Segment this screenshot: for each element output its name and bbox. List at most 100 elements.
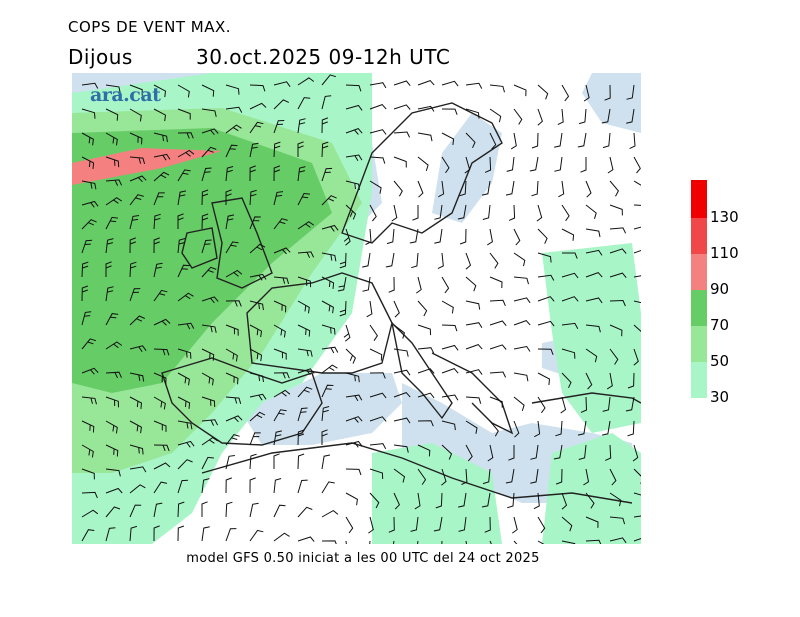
wind-barb bbox=[153, 213, 161, 230]
wind-barb bbox=[513, 420, 520, 438]
wind-barb bbox=[609, 299, 626, 307]
wind-barb bbox=[489, 132, 497, 150]
wind-barb bbox=[297, 300, 310, 314]
wind-barb bbox=[153, 444, 170, 452]
wind-barb bbox=[609, 516, 626, 525]
wind-barb bbox=[345, 516, 354, 534]
wind-barb bbox=[513, 108, 523, 125]
wind-barb bbox=[249, 121, 264, 134]
wind-barb bbox=[201, 167, 212, 182]
wind-barb bbox=[153, 262, 163, 278]
gust-band-70 bbox=[72, 128, 332, 393]
wind-barb bbox=[177, 132, 194, 139]
wind-barb bbox=[153, 462, 171, 470]
wind-barb bbox=[512, 516, 518, 534]
wind-barb bbox=[345, 394, 363, 402]
wind-barb bbox=[297, 166, 306, 182]
wind-barb bbox=[585, 297, 603, 304]
wind-barb bbox=[489, 320, 507, 327]
wind-barb bbox=[273, 453, 280, 469]
wind-barb bbox=[369, 540, 371, 544]
wind-barb bbox=[465, 300, 481, 310]
wind-barb bbox=[633, 300, 641, 304]
wind-barb bbox=[225, 528, 237, 542]
wind-barb bbox=[225, 372, 239, 385]
wind-barb bbox=[81, 396, 97, 405]
legend-label-50: 50 bbox=[710, 352, 730, 370]
wind-barb bbox=[489, 420, 499, 437]
gust-bands bbox=[72, 73, 641, 544]
wind-barb bbox=[153, 84, 167, 98]
wind-barb bbox=[437, 252, 444, 270]
wind-barb bbox=[537, 540, 545, 544]
wind-barb bbox=[249, 393, 267, 401]
wind-barb bbox=[561, 492, 568, 510]
wind-barb bbox=[201, 436, 218, 446]
wind-barb bbox=[537, 228, 548, 244]
wind-barb bbox=[465, 82, 483, 89]
wind-barb bbox=[81, 338, 97, 350]
wind-barb bbox=[105, 396, 119, 408]
wind-barb bbox=[561, 516, 573, 532]
wind-barb bbox=[530, 444, 539, 460]
wind-barb bbox=[129, 156, 146, 165]
wind-barb bbox=[225, 324, 239, 336]
wind-barb bbox=[585, 204, 597, 219]
wind-barb bbox=[177, 322, 195, 330]
wind-barb bbox=[153, 502, 163, 518]
wind-barb bbox=[225, 348, 238, 362]
wind-barb bbox=[201, 84, 215, 97]
wind-barb bbox=[297, 276, 312, 288]
wind-barb bbox=[201, 189, 209, 206]
wind-barb bbox=[393, 468, 406, 483]
wind-barb bbox=[601, 108, 611, 124]
wind-barb bbox=[609, 468, 617, 486]
wind-barb bbox=[345, 348, 356, 364]
wind-barb bbox=[481, 492, 491, 508]
wind-barb bbox=[297, 221, 314, 230]
wind-barb bbox=[81, 367, 99, 375]
wind-barb bbox=[105, 313, 119, 326]
wind-barb bbox=[81, 132, 94, 146]
wind-barb bbox=[441, 300, 454, 314]
wind-barb bbox=[201, 372, 214, 386]
wind-barb bbox=[441, 394, 459, 401]
wind-barb bbox=[561, 228, 575, 241]
wind-barb bbox=[609, 227, 627, 234]
wind-barb bbox=[513, 396, 525, 412]
wind-barb bbox=[105, 197, 122, 206]
wind-barb bbox=[391, 204, 398, 222]
wind-barb bbox=[273, 120, 285, 134]
valid-date-label: 30.oct.2025 09-12h UTC bbox=[196, 45, 451, 69]
wind-barb bbox=[129, 108, 142, 122]
wind-barb bbox=[530, 468, 539, 484]
wind-barb bbox=[273, 348, 287, 360]
wind-barb bbox=[393, 348, 409, 357]
wind-barb bbox=[531, 180, 539, 197]
wind-barb bbox=[297, 407, 308, 422]
wind-barb bbox=[531, 132, 539, 149]
wind-barb bbox=[129, 372, 145, 382]
wind-barb bbox=[510, 132, 517, 150]
wind-barb bbox=[633, 204, 641, 206]
wind-barb bbox=[105, 286, 114, 302]
wind-barb bbox=[385, 252, 395, 268]
gust-band-30-levant bbox=[542, 433, 641, 544]
wind-barb bbox=[273, 141, 281, 158]
wind-barb bbox=[393, 417, 411, 424]
wind-barb bbox=[441, 80, 459, 87]
wind-barb bbox=[465, 344, 483, 350]
wind-barb bbox=[201, 239, 212, 254]
legend-label-130: 130 bbox=[710, 208, 739, 226]
wind-barb bbox=[513, 84, 527, 97]
wind-barb bbox=[273, 218, 288, 230]
wind-barb bbox=[605, 444, 612, 461]
wind-barb bbox=[580, 157, 587, 173]
wind-barb bbox=[105, 506, 121, 518]
wind-barb bbox=[388, 516, 395, 533]
wind-barb bbox=[369, 348, 383, 361]
wind-barb bbox=[441, 276, 450, 294]
wind-barb bbox=[201, 478, 210, 494]
wind-barb bbox=[153, 171, 170, 182]
wind-barb bbox=[409, 228, 419, 244]
